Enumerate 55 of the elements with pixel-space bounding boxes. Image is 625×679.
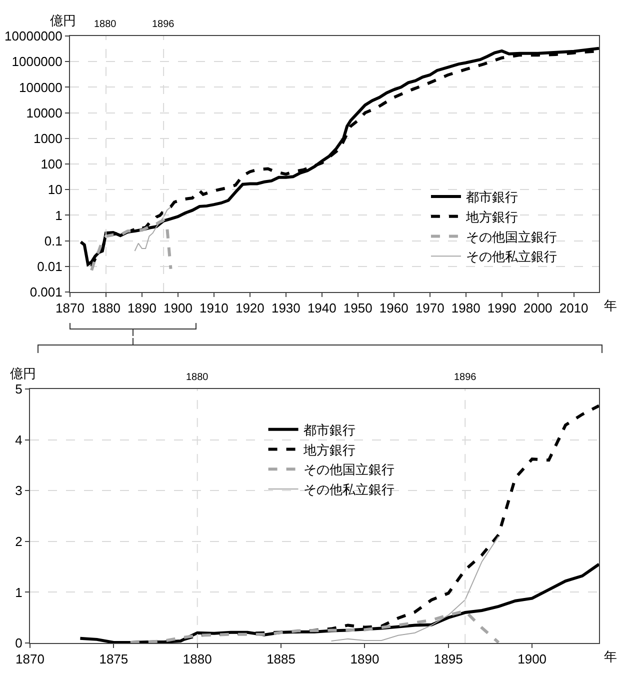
x-tick-label: 1875	[99, 652, 128, 667]
y-tick-label: 1000	[33, 130, 62, 146]
legend-label: 地方銀行	[302, 442, 356, 458]
y-tick-label: 4	[15, 432, 22, 448]
y-tick-label: 10000000	[4, 28, 62, 44]
y-tick-label: 5	[15, 382, 22, 397]
y-tick-label: 0.01	[37, 258, 62, 274]
y-tick-label: 1	[55, 208, 62, 223]
y-tick-label: 3	[15, 483, 22, 498]
x-tick-label: 1870	[56, 300, 84, 316]
legend-label: その他私立銀行	[303, 482, 394, 498]
x-tick-label: 1885	[266, 652, 296, 667]
x-tick-label: 1900	[164, 300, 192, 316]
x-tick-label: 2010	[559, 300, 588, 316]
y-tick-label: 1000000	[12, 54, 62, 70]
y-tick-label: 1	[15, 584, 22, 600]
legend-label: 都市銀行	[466, 190, 518, 205]
x-tick-label: 1880	[92, 300, 120, 316]
x-tick-label: 1980	[451, 300, 480, 316]
ref-line-label: 1880	[186, 372, 209, 383]
ref-line-label: 1896	[152, 19, 175, 30]
x-tick-label: 1870	[16, 652, 44, 667]
y-axis-title: 億円	[10, 366, 36, 381]
x-axis-title: 年	[604, 298, 617, 313]
y-axis-title: 億円	[50, 13, 76, 28]
y-tick-label: 0.001	[30, 284, 62, 300]
x-tick-label: 1880	[182, 652, 212, 667]
legend-label: その他私立銀行	[466, 249, 557, 264]
y-tick-label: 0.1	[44, 233, 62, 248]
x-tick-label: 1920	[235, 300, 264, 316]
ref-line-label: 1880	[94, 19, 117, 30]
legend-label: その他国立銀行	[303, 462, 394, 478]
x-tick-label: 1910	[199, 300, 228, 316]
x-tick-label: 1895	[434, 652, 463, 667]
x-tick-label: 1940	[307, 300, 336, 316]
x-tick-label: 1960	[379, 300, 408, 316]
y-tick-label: 10	[48, 182, 62, 198]
x-tick-label: 1890	[128, 300, 156, 316]
legend-label: その他国立銀行	[466, 229, 557, 244]
x-tick-label: 1950	[343, 300, 372, 316]
x-tick-label: 1900	[518, 652, 547, 667]
x-tick-label: 1890	[350, 652, 380, 667]
legend-label: 都市銀行	[303, 422, 356, 438]
x-tick-label: 1970	[415, 300, 444, 316]
y-tick-label: 10000	[26, 105, 62, 120]
y-tick-label: 0	[15, 636, 22, 651]
y-tick-label: 100000	[19, 80, 62, 95]
x-tick-label: 1930	[271, 300, 300, 316]
ref-line-label: 1896	[454, 372, 477, 383]
x-tick-label: 1990	[487, 300, 516, 316]
x-tick-label: 2000	[523, 300, 552, 316]
legend-label: 地方銀行	[464, 209, 518, 224]
y-tick-label: 2	[15, 534, 22, 549]
y-tick-label: 100	[40, 156, 62, 172]
x-axis-title: 年	[604, 649, 617, 664]
